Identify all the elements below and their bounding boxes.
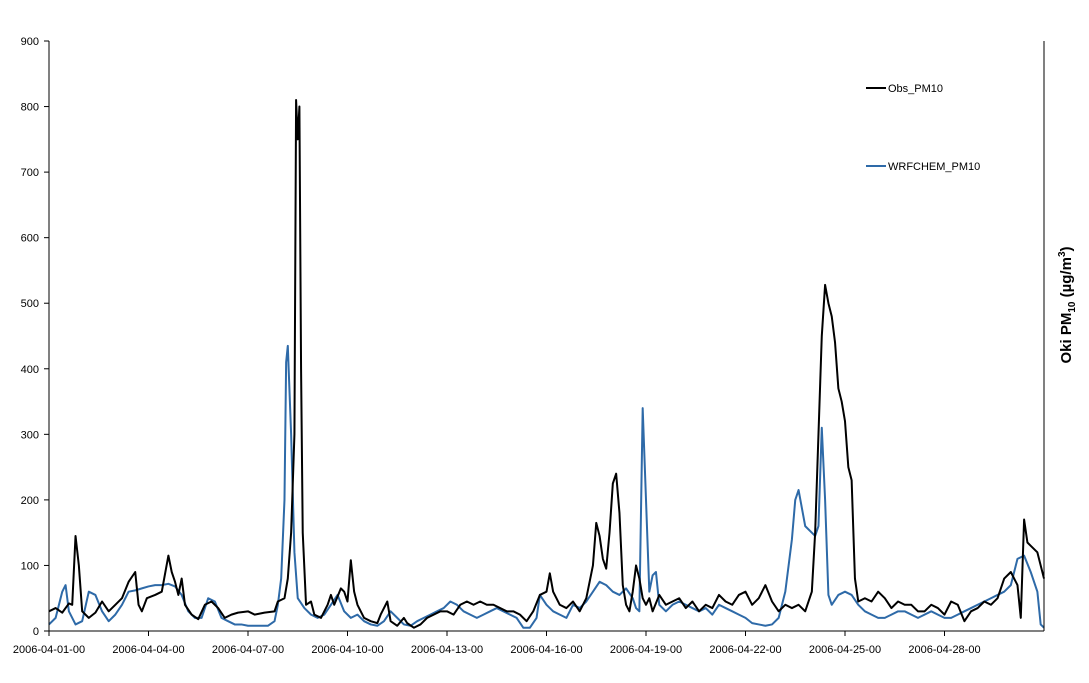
y-tick-label: 0 [33, 626, 39, 638]
y-tick-label: 700 [21, 167, 39, 179]
y-tick-label: 400 [21, 364, 39, 376]
y-tick-label: 300 [21, 429, 39, 441]
legend-label: WRFCHEM_PM10 [888, 161, 980, 173]
x-tick-label: 2006-04-07-00 [212, 644, 284, 656]
x-tick-label: 2006-04-25-00 [809, 644, 881, 656]
y-tick-label: 200 [21, 495, 39, 507]
x-tick-label: 2006-04-19-00 [610, 644, 682, 656]
x-tick-label: 2006-04-22-00 [709, 644, 781, 656]
y-axis-ticks: 0 100 200 300 400 500 600 700 800 900 [21, 36, 49, 638]
y-tick-label: 600 [21, 233, 39, 245]
x-tick-label: 2006-04-04-00 [112, 644, 184, 656]
y-tick-label: 900 [21, 36, 39, 48]
y-tick-label: 800 [21, 102, 39, 114]
x-tick-label: 2006-04-10-00 [311, 644, 383, 656]
series-line-wrfchem-pm10 [48, 344, 1045, 629]
legend-label: Obs_PM10 [888, 83, 943, 95]
series-layer [48, 99, 1045, 629]
x-tick-label: 2006-04-01-00 [13, 644, 85, 656]
y-label-unit: (µg/m [1058, 257, 1075, 301]
y-label-suffix: ) [1058, 246, 1075, 251]
x-tick-label: 2006-04-16-00 [510, 644, 582, 656]
y-label-subscript: 10 [1067, 301, 1078, 313]
y-label-prefix: Oki PM [1058, 313, 1075, 364]
y-tick-label: 500 [21, 298, 39, 310]
y-tick-label: 100 [21, 560, 39, 572]
series-line-obs-pm10 [48, 99, 1045, 629]
x-tick-label: 2006-04-28-00 [908, 644, 980, 656]
x-tick-label: 2006-04-13-00 [411, 644, 483, 656]
y-axis-label: Oki PM10 (µg/m3) [1057, 246, 1078, 363]
x-axis-ticks: 2006-04-01-00 2006-04-04-00 2006-04-07-00 2… [13, 631, 981, 656]
y-label-superscript: 3 [1057, 251, 1068, 257]
legend: Obs_PM10 WRFCHEM_PM10 [866, 83, 980, 173]
